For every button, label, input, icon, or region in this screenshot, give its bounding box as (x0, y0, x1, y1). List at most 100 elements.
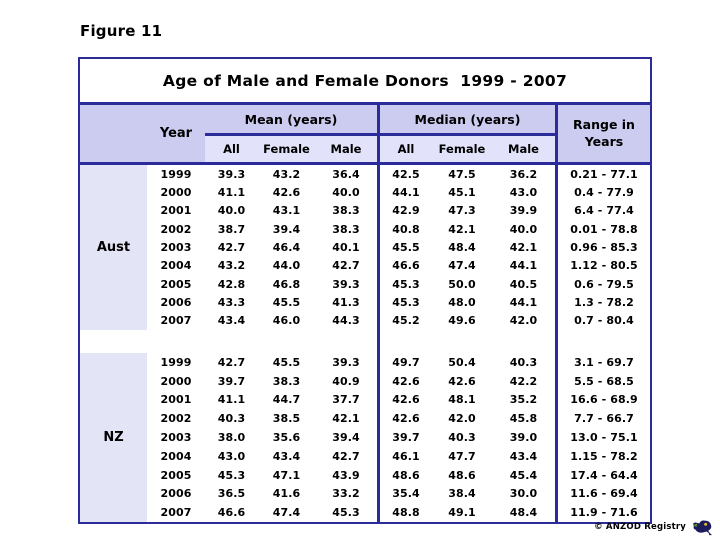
cell-median-all: 42.6 (392, 393, 420, 407)
cell-median-all: 35.4 (392, 487, 420, 501)
cell-mean-male: 42.1 (332, 412, 360, 426)
cell-year: 2005 (160, 277, 192, 291)
cell-median-female: 42.0 (448, 412, 476, 426)
cell-mean-all: 39.7 (217, 374, 246, 388)
cell-median-all: 42.9 (392, 204, 420, 218)
cell-median-male: 42.1 (509, 240, 538, 254)
cell-mean-male: 41.3 (332, 295, 360, 309)
cell-mean-female: 41.6 (272, 487, 301, 501)
cell-mean-female: 39.4 (272, 222, 301, 236)
vertical-divider (377, 183, 380, 202)
cell-median-all: 48.8 (392, 506, 420, 520)
vertical-divider (377, 484, 380, 504)
cell-range: 11.9 - 71.6 (570, 506, 638, 520)
cell-mean-male: 39.3 (332, 277, 360, 291)
cell-range: 1.3 - 78.2 (574, 295, 634, 309)
cell-median-female: 49.6 (448, 314, 476, 328)
vertical-divider (555, 238, 558, 257)
cell-range: 17.4 - 64.4 (570, 468, 638, 482)
cell-year: 2003 (160, 240, 192, 254)
cell-year: 2006 (160, 295, 192, 309)
cell-mean-female: 47.4 (272, 506, 301, 520)
cell-mean-all: 42.7 (217, 355, 246, 369)
cell-year: 1999 (160, 167, 192, 181)
cell-mean-all: 45.3 (217, 468, 246, 482)
cell-median-female: 50.4 (448, 355, 476, 369)
vertical-divider (377, 409, 380, 429)
vertical-divider (555, 503, 558, 522)
table-row: 2003 42.7 46.4 40.1 45.5 48.4 42.1 0.96 … (147, 238, 650, 257)
cell-range: 1.12 - 80.5 (570, 259, 638, 273)
cell-mean-female: 38.3 (272, 374, 301, 388)
cell-mean-all: 41.1 (217, 393, 246, 407)
cell-range: 16.6 - 68.9 (570, 393, 638, 407)
cell-median-all: 45.3 (392, 277, 420, 291)
cell-mean-male: 38.3 (332, 204, 360, 218)
vertical-divider (377, 446, 380, 466)
vertical-divider (555, 201, 558, 220)
region-rows: 1999 42.7 45.5 39.3 49.7 50.4 40.3 3.1 -… (147, 353, 650, 522)
table-row: 2005 42.8 46.8 39.3 45.3 50.0 40.5 0.6 -… (147, 275, 650, 294)
cell-mean-female: 46.0 (272, 314, 301, 328)
cell-median-male: 36.2 (509, 167, 538, 181)
vertical-divider (555, 465, 558, 485)
cell-mean-female: 46.4 (272, 240, 301, 254)
cell-year: 2007 (160, 314, 192, 328)
cell-median-all: 39.7 (392, 430, 420, 444)
cell-mean-female: 43.1 (272, 204, 301, 218)
cell-median-male: 42.2 (509, 374, 538, 388)
vertical-divider (555, 371, 558, 391)
cell-range: 5.5 - 68.5 (574, 374, 634, 388)
vertical-divider (377, 201, 380, 220)
cell-mean-male: 40.1 (332, 240, 360, 254)
cell-year: 2007 (160, 506, 192, 520)
donors-table: Age of Male and Female Donors 1999 - 200… (78, 57, 652, 524)
cell-median-all: 48.6 (392, 468, 420, 482)
cell-mean-all: 36.5 (217, 487, 246, 501)
cell-median-female: 50.0 (448, 277, 476, 291)
cell-year: 2005 (160, 468, 192, 482)
column-header-range: Range in Years (573, 116, 635, 149)
cell-mean-male: 40.9 (332, 374, 360, 388)
cell-median-male: 45.8 (509, 412, 538, 426)
cell-median-male: 39.9 (509, 204, 538, 218)
cell-mean-male: 45.3 (332, 506, 360, 520)
table-row: 2005 45.3 47.1 43.9 48.6 48.6 45.4 17.4 … (147, 465, 650, 485)
cell-median-all: 44.1 (392, 185, 420, 199)
vertical-divider (377, 165, 380, 184)
cell-median-male: 40.3 (509, 355, 538, 369)
cell-median-female: 48.6 (448, 468, 476, 482)
credit-line: © ANZOD Registry (594, 517, 715, 537)
vertical-divider (377, 238, 380, 257)
cell-mean-all: 42.8 (217, 277, 246, 291)
figure-label: Figure 11 (80, 22, 163, 40)
cell-median-male: 35.2 (509, 393, 538, 407)
table-title: Age of Male and Female Donors 1999 - 200… (80, 59, 650, 105)
cell-mean-male: 44.3 (332, 314, 360, 328)
cell-median-all: 46.6 (392, 259, 420, 273)
cell-median-female: 47.4 (448, 259, 476, 273)
cell-mean-all: 38.0 (217, 430, 246, 444)
cell-mean-female: 44.0 (272, 259, 301, 273)
vertical-divider (377, 330, 380, 353)
cell-median-all: 46.1 (392, 449, 420, 463)
cell-median-male: 45.4 (509, 468, 538, 482)
cell-mean-all: 39.3 (217, 167, 246, 181)
header-label-spacer (80, 105, 147, 162)
region-group: NZ 1999 42.7 45.5 39.3 49.7 50.4 40.3 3.… (80, 353, 650, 522)
cell-median-male: 40.5 (509, 277, 538, 291)
cell-range: 6.4 - 77.4 (574, 204, 634, 218)
cell-range: 0.7 - 80.4 (574, 314, 634, 328)
cell-median-female: 42.6 (448, 374, 476, 388)
cell-median-all: 42.6 (392, 412, 420, 426)
table-row: 2002 38.7 39.4 38.3 40.8 42.1 40.0 0.01 … (147, 220, 650, 239)
cell-range: 0.96 - 85.3 (570, 240, 638, 254)
cell-year: 2006 (160, 487, 192, 501)
vertical-divider (555, 446, 558, 466)
cell-mean-all: 42.7 (217, 240, 246, 254)
cell-mean-female: 46.8 (272, 277, 301, 291)
table-row: 2003 38.0 35.6 39.4 39.7 40.3 39.0 13.0 … (147, 428, 650, 447)
cell-mean-female: 43.2 (272, 167, 301, 181)
cell-range: 7.7 - 66.7 (574, 412, 634, 426)
cell-median-female: 49.1 (448, 506, 476, 520)
